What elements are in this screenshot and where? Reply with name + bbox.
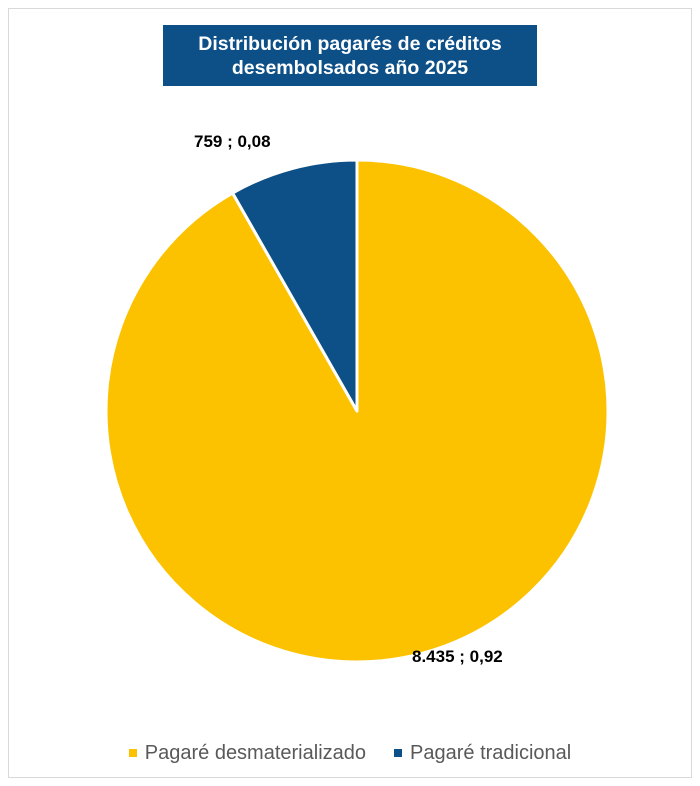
chart-title-line-1: Distribución pagarés de créditos xyxy=(198,32,502,55)
legend-item-pagare-desmaterializado: Pagaré desmaterializado xyxy=(128,741,367,765)
pie-slices xyxy=(104,158,610,664)
legend-label-pagare-desmaterializado: Pagaré desmaterializado xyxy=(144,741,367,764)
chart-title: Distribución pagarés de créditos desembo… xyxy=(163,25,537,86)
legend-label-pagare-tradicional: Pagaré tradicional xyxy=(410,741,572,764)
data-label-pagare-tradicional: 759 ; 0,08 xyxy=(194,132,271,151)
legend-item-pagare-tradicional: Pagaré tradicional xyxy=(394,742,571,765)
pie-slice-pagare-tradicional xyxy=(231,158,359,413)
data-label-pagare-desmaterializado: 8.435 ; 0,92 xyxy=(412,647,503,666)
chart-title-line-2: desembolsados año 2025 xyxy=(231,56,469,79)
legend-swatch-pagare-tradicional xyxy=(394,749,403,757)
legend-swatch-pagare-desmaterializado xyxy=(128,749,137,757)
legend: Pagaré desmaterializado Pagaré tradicion… xyxy=(0,736,700,770)
